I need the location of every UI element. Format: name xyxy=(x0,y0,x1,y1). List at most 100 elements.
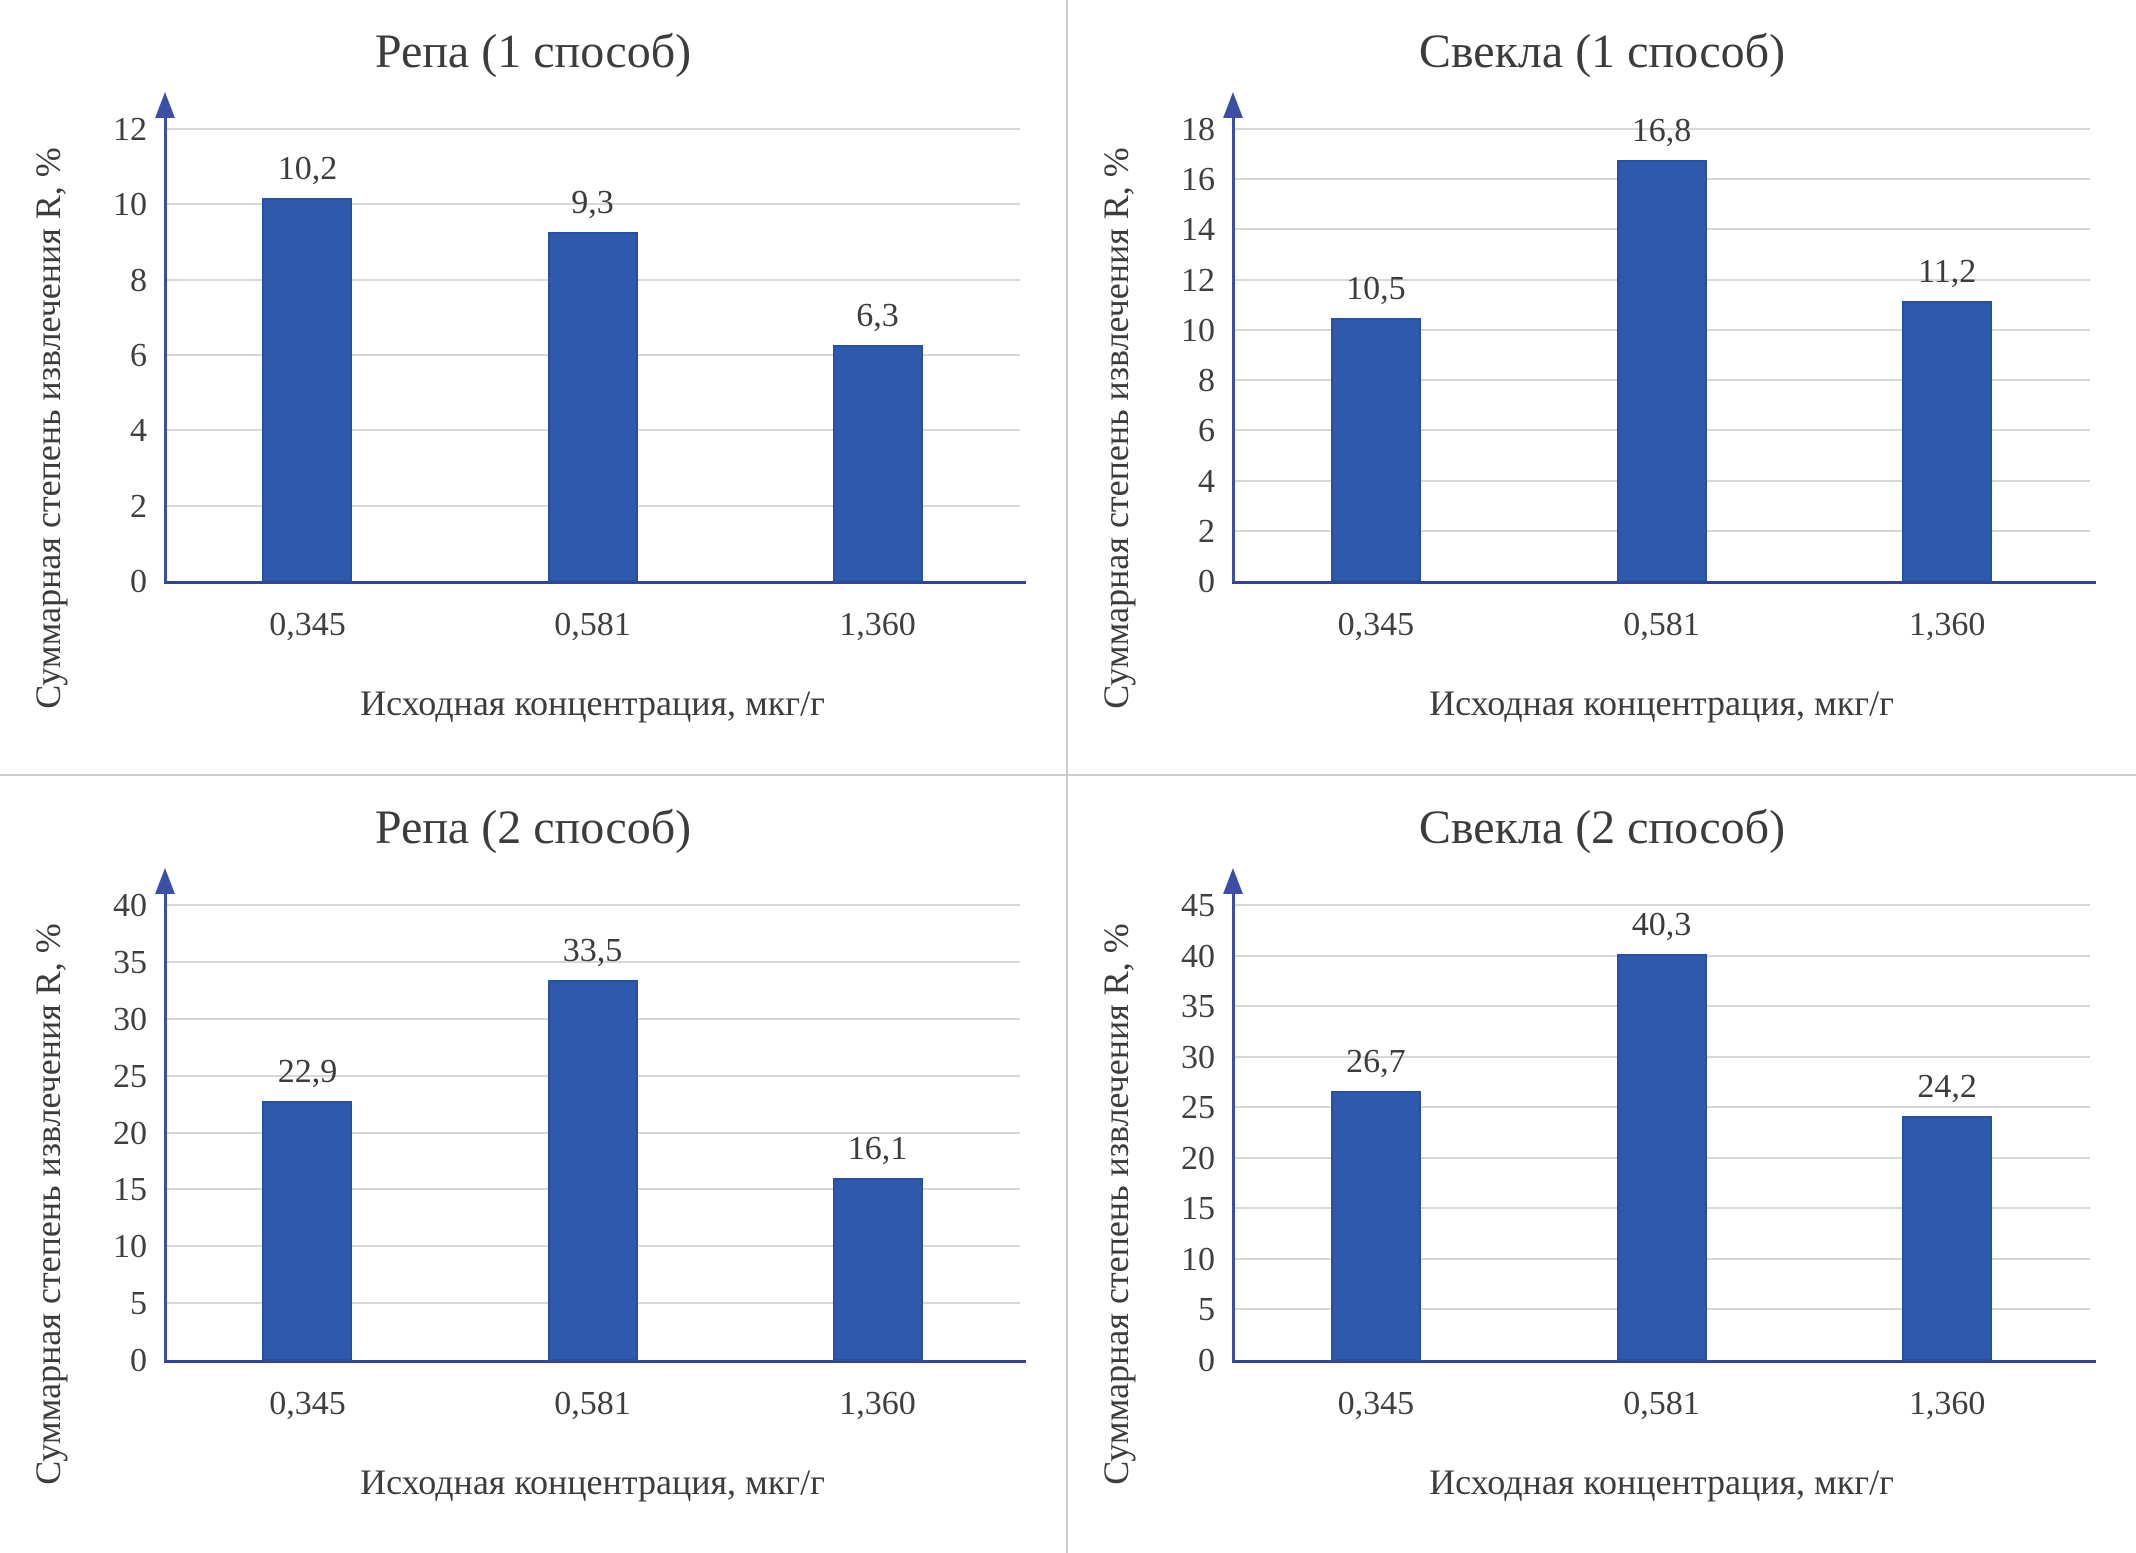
y-axis-line xyxy=(1232,892,1235,1361)
bar xyxy=(832,344,923,582)
y-tick-label: 40 xyxy=(1181,937,1215,975)
x-tick-label: 0,581 xyxy=(554,1385,631,1422)
y-axis-title: Суммарная степень извлечения R, % xyxy=(1084,116,1148,740)
x-tick-label: 0,581 xyxy=(1623,606,1700,643)
bar xyxy=(547,231,638,582)
y-tick-label: 14 xyxy=(1181,211,1215,249)
y-tick-label: 25 xyxy=(1181,1089,1215,1127)
y-axis-arrow-icon xyxy=(155,92,175,118)
chart-svekla-2: Свекла (2 способ) Суммарная степень извл… xyxy=(1068,776,2136,1553)
chart-title: Репа (1 способ) xyxy=(374,25,692,78)
y-tick-label: 8 xyxy=(130,261,147,299)
y-axis-title-text: Суммарная степень извлечения R, % xyxy=(1096,923,1136,1485)
bar xyxy=(547,979,638,1361)
x-tick-label: 1,360 xyxy=(839,606,916,643)
plot-area: 0 5 10 15 20 25 30 35 40 45 26,7 0,345 40,3 0,581 24,2… xyxy=(1181,868,2096,1421)
chart-title: Репа (2 способ) xyxy=(374,801,692,854)
y-axis-arrow-icon xyxy=(1223,92,1243,118)
chart-title: Свекла (1 способ) xyxy=(1418,25,1786,78)
y-tick-label: 6 xyxy=(1198,412,1215,450)
y-tick-label: 40 xyxy=(113,887,147,924)
bar xyxy=(1902,300,1993,582)
quadrant-top-right: Свекла (1 способ) Суммарная степень извл… xyxy=(1068,0,2136,776)
chart-svekla-1: Свекла (1 способ) Суммарная степень извл… xyxy=(1068,0,2136,774)
y-axis-line xyxy=(164,116,167,582)
bar xyxy=(1616,953,1707,1361)
x-tick-label: 1,360 xyxy=(839,1385,916,1422)
y-tick-label: 0 xyxy=(1198,1342,1215,1379)
gridline xyxy=(165,203,1020,206)
gridline xyxy=(165,128,1020,130)
y-tick-label: 5 xyxy=(130,1285,147,1323)
bar-value-label: 6,3 xyxy=(856,296,899,334)
y-axis-title: Суммарная степень извлечения R, % xyxy=(16,116,80,740)
y-axis-title: Суммарная степень извлечения R, % xyxy=(16,892,80,1516)
bar xyxy=(262,1100,353,1361)
y-tick-label: 45 xyxy=(1181,887,1215,924)
x-tick-label: 1,360 xyxy=(1908,606,1986,643)
y-tick-label: 15 xyxy=(113,1171,147,1209)
x-axis-title: Исходная концентрация, мкг/г xyxy=(1429,1462,1894,1502)
bar-value-label: 10,2 xyxy=(277,149,338,187)
y-tick-label: 12 xyxy=(113,111,147,148)
x-tick-label: 0,345 xyxy=(1337,1385,1415,1422)
y-tick-label: 20 xyxy=(1181,1139,1215,1177)
y-tick-label: 10 xyxy=(113,1228,147,1266)
y-tick-label: 35 xyxy=(113,943,147,981)
gridline xyxy=(165,960,1020,963)
bar-value-label: 33,5 xyxy=(562,931,623,969)
y-tick-label: 4 xyxy=(1198,462,1215,500)
y-axis-arrow-icon xyxy=(155,868,175,894)
y-tick-label: 20 xyxy=(113,1114,147,1152)
bar xyxy=(1330,1091,1421,1361)
y-axis-title-text: Суммарная степень извлечения R, % xyxy=(28,147,68,709)
plot-area: 0 5 10 15 20 25 30 35 40 22,9 0,345 33,5 0,581 16,1 1,… xyxy=(113,868,1026,1421)
bar xyxy=(1902,1116,1993,1361)
y-axis-title: Суммарная степень извлечения R, % xyxy=(1084,892,1148,1516)
bar-value-label: 9,3 xyxy=(571,183,614,221)
bar xyxy=(832,1177,923,1361)
x-tick-label: 0,345 xyxy=(1337,606,1415,643)
y-tick-label: 5 xyxy=(1198,1291,1215,1329)
gridline xyxy=(1233,904,2090,906)
x-tick-label: 0,345 xyxy=(269,606,346,643)
y-tick-label: 16 xyxy=(1181,161,1215,199)
bar xyxy=(1616,160,1707,582)
y-tick-label: 2 xyxy=(1198,512,1215,550)
quadrant-bottom-left: Репа (2 способ) Суммарная степень извлеч… xyxy=(0,776,1068,1553)
y-axis-line xyxy=(164,892,167,1361)
bar-value-label: 10,5 xyxy=(1346,270,1406,308)
x-axis-line xyxy=(164,581,1026,584)
chart-repa-2: Репа (2 способ) Суммарная степень извлеч… xyxy=(0,776,1066,1553)
bar xyxy=(262,197,353,582)
x-tick-label: 0,345 xyxy=(269,1385,346,1422)
x-axis-title: Исходная концентрация, мкг/г xyxy=(1429,683,1894,723)
bar-value-label: 11,2 xyxy=(1918,252,1977,290)
plot-area: 0 2 4 6 8 10 12 14 16 18 10,5 0,345 16,8 0,581 11,2 1,3… xyxy=(1181,92,2096,642)
y-tick-label: 18 xyxy=(1181,111,1215,148)
y-tick-label: 12 xyxy=(1181,261,1215,299)
plot-area: 0 2 4 6 8 10 12 10,2 0,345 9,3 0,581 6,3 1,360 xyxy=(113,92,1026,642)
y-tick-label: 0 xyxy=(1198,563,1215,600)
x-axis-line xyxy=(1232,1360,2096,1363)
bar-value-label: 16,8 xyxy=(1631,112,1692,150)
quadrant-top-left: Репа (1 способ) Суммарная степень извлеч… xyxy=(0,0,1068,776)
y-tick-label: 30 xyxy=(113,1000,147,1038)
y-tick-label: 0 xyxy=(130,1342,147,1379)
gridline xyxy=(1233,128,2090,130)
y-tick-label: 30 xyxy=(1181,1038,1215,1076)
x-axis-line xyxy=(1232,581,2096,584)
y-axis-title-text: Суммарная степень извлечения R, % xyxy=(28,923,68,1485)
bar-value-label: 16,1 xyxy=(847,1129,908,1167)
gridline xyxy=(165,904,1020,906)
x-axis-title: Исходная концентрация, мкг/г xyxy=(360,1462,825,1502)
y-tick-label: 4 xyxy=(130,412,147,450)
x-tick-label: 0,581 xyxy=(554,606,631,643)
y-axis-arrow-icon xyxy=(1223,868,1243,894)
y-tick-label: 25 xyxy=(113,1057,147,1095)
bar-value-label: 24,2 xyxy=(1917,1068,1977,1106)
y-tick-label: 6 xyxy=(130,337,147,374)
bar-value-label: 40,3 xyxy=(1631,905,1692,943)
y-tick-label: 10 xyxy=(1181,311,1215,349)
